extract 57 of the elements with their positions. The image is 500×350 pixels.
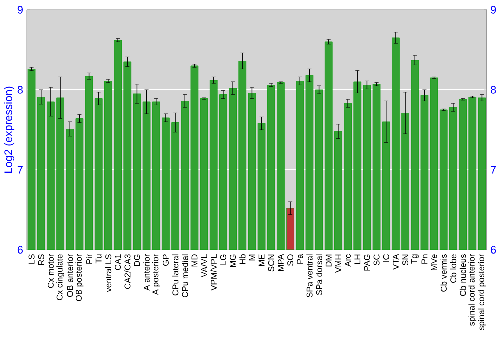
x-tick-label: Tg — [411, 254, 419, 264]
x-tick-label: DM — [326, 254, 332, 267]
y2-tick-label: 7 — [491, 166, 496, 174]
x-tick-label: OB anterior — [67, 254, 74, 298]
x-tick-label: SC — [374, 254, 380, 266]
x-tick-label: VA/VL — [201, 254, 208, 278]
x-tick-label: DG — [134, 254, 140, 266]
x-tick-label: M — [249, 254, 256, 261]
x-tick-label: VMH — [336, 254, 342, 273]
x-tick-label: CA1 — [115, 254, 122, 270]
x-tick-label: Arc — [345, 254, 351, 267]
x-tick-label: Cb nucleus — [460, 254, 466, 296]
x-tick-label: VTA — [393, 254, 399, 270]
y2-tick-label: 9 — [491, 6, 496, 14]
x-tick-label: CPu medial — [182, 254, 188, 298]
y-axis-title: Log2 (expression) — [4, 86, 15, 173]
x-tick-label: RS — [38, 254, 44, 266]
x-tick-label: MPA — [278, 254, 284, 272]
x-tick-label: A anterior — [144, 254, 150, 291]
x-tick-label: ventral LS — [105, 254, 112, 292]
x-tick-label: SN — [402, 254, 409, 266]
x-tick-label: Cb lobe — [450, 254, 457, 283]
x-tick-label: spinal cord anterior — [468, 254, 477, 326]
x-tick-label: MG — [230, 254, 236, 268]
x-tick-label: Hb — [240, 254, 246, 264]
x-tick-label: Cb vermis — [440, 254, 447, 292]
x-tick-label: LG — [220, 254, 226, 265]
x-tick-label: ME — [258, 254, 265, 266]
x-tick-label: IC — [383, 254, 390, 262]
x-tick-label: SPa ventral — [306, 254, 313, 298]
x-tick-label: CPu lateral — [172, 254, 179, 296]
x-tick-label: Cx motor — [48, 254, 54, 288]
x-tick-label: LS — [28, 254, 35, 264]
x-tick-label: GP — [162, 254, 169, 266]
y-tick-label: 7 — [18, 166, 23, 174]
y-tick-label: 8 — [18, 86, 23, 94]
x-tick-label: VPM/VPL — [210, 254, 217, 291]
x-tick-label: Cx cingulate — [56, 254, 64, 300]
x-tick-label: LH — [354, 254, 361, 264]
x-tick-label: CA2/CA3 — [124, 254, 131, 290]
x-tick-label: SPa dorsal — [316, 254, 322, 296]
x-tick-label: Tu — [96, 254, 102, 264]
x-tick-label: spinal cord posterior — [478, 254, 486, 330]
x-tick-label: SO — [288, 254, 294, 266]
y2-tick-label: 6 — [491, 246, 496, 254]
y-tick-label: 9 — [18, 6, 23, 14]
x-tick-label: Pa — [297, 254, 304, 264]
x-tick-label: Pir — [86, 254, 92, 264]
x-tick-label: PAG — [364, 254, 370, 271]
x-tick-label: OB posterior — [76, 254, 84, 302]
x-tick-label: A posterior — [152, 254, 160, 296]
x-tick-label: Pn — [422, 254, 428, 264]
y-tick-label: 6 — [18, 246, 23, 254]
x-tick-label: SCN — [268, 254, 274, 272]
x-tick-label: MVe — [431, 254, 438, 270]
y2-tick-label: 8 — [491, 86, 496, 94]
x-tick-label: MD — [192, 254, 198, 267]
